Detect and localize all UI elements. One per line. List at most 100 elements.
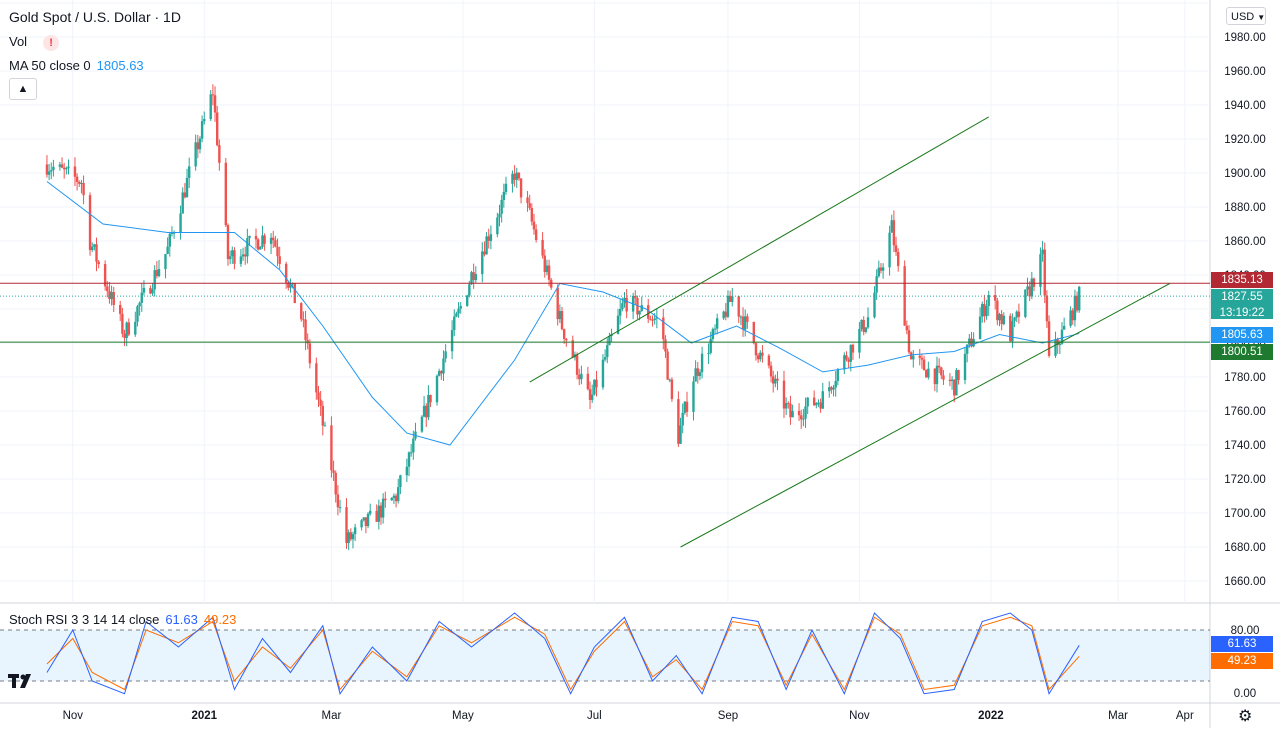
candle-body bbox=[88, 195, 92, 251]
candle-body bbox=[155, 270, 159, 277]
candle-body bbox=[345, 507, 348, 544]
candle-body bbox=[472, 272, 475, 281]
candle-body bbox=[397, 487, 400, 502]
candle-body bbox=[571, 340, 574, 358]
candle-body bbox=[274, 240, 277, 247]
y-tick-label: 1660.00 bbox=[1224, 576, 1266, 588]
candle-body bbox=[722, 311, 725, 319]
candle-body bbox=[134, 321, 137, 335]
candle-body bbox=[244, 254, 247, 257]
candle-body bbox=[405, 466, 409, 476]
y-tick-label: 1960.00 bbox=[1224, 66, 1266, 78]
candle-body bbox=[215, 112, 219, 146]
candle-body bbox=[625, 297, 628, 312]
candle-body bbox=[616, 315, 620, 334]
candle-body bbox=[534, 229, 538, 240]
candle-body bbox=[817, 402, 820, 404]
candle-body bbox=[836, 369, 840, 381]
candle-body bbox=[847, 359, 850, 362]
candle-body bbox=[330, 425, 333, 471]
candle-body bbox=[1002, 315, 1006, 325]
candle-body bbox=[97, 261, 100, 265]
candle-body bbox=[228, 256, 232, 260]
candle-body bbox=[1069, 310, 1072, 326]
candle-body bbox=[575, 354, 579, 375]
candle-body bbox=[741, 316, 745, 330]
stoch-legend[interactable]: Stoch RSI 3 3 14 14 close 61.63 49.23 bbox=[9, 612, 236, 627]
warning-icon[interactable]: ! bbox=[43, 35, 60, 51]
candle-body bbox=[153, 270, 156, 290]
candle-body bbox=[955, 370, 958, 396]
candle-body bbox=[457, 308, 460, 314]
candle-body bbox=[369, 510, 372, 514]
x-tick-label: 2022 bbox=[978, 710, 1004, 722]
candle-body bbox=[608, 335, 611, 346]
candle-body bbox=[606, 345, 609, 358]
candle-body bbox=[603, 357, 607, 360]
candle-body bbox=[1058, 343, 1062, 346]
candle-body bbox=[888, 232, 891, 268]
candle-body bbox=[269, 237, 273, 244]
candle-body bbox=[1017, 311, 1021, 317]
candle-body bbox=[797, 410, 801, 416]
candle-body bbox=[511, 173, 514, 184]
collapse-legend-button[interactable]: ▲ bbox=[9, 78, 37, 100]
ma-label: MA 50 close 0 bbox=[9, 58, 91, 73]
candle-body bbox=[241, 254, 245, 257]
candle-body bbox=[302, 319, 305, 321]
candle-body bbox=[459, 305, 462, 309]
candle-body bbox=[300, 303, 303, 320]
candle-body bbox=[972, 339, 975, 347]
ma-price-tag: 1805.63 bbox=[1211, 327, 1273, 343]
candle-body bbox=[379, 505, 383, 518]
gear-icon[interactable]: ⚙ bbox=[1238, 708, 1253, 725]
candle-body bbox=[121, 313, 124, 334]
candle-body bbox=[498, 213, 501, 218]
candle-body bbox=[560, 310, 564, 330]
candle-body bbox=[517, 172, 521, 179]
candle-body bbox=[1032, 278, 1036, 287]
candle-body bbox=[767, 355, 771, 366]
candle-body bbox=[364, 517, 368, 527]
candle-body bbox=[881, 267, 885, 271]
candle-body bbox=[875, 276, 878, 293]
candle-body bbox=[198, 138, 202, 150]
candle-body bbox=[677, 399, 680, 444]
candle-body bbox=[179, 213, 182, 233]
candle-body bbox=[168, 233, 171, 247]
candle-body bbox=[593, 379, 596, 395]
stoch-k-line bbox=[46, 612, 1080, 695]
tradingview-logo[interactable] bbox=[8, 670, 38, 692]
candle-body bbox=[360, 520, 363, 528]
candle-body bbox=[366, 513, 370, 527]
symbol-title[interactable]: Gold Spot / U.S. Dollar · 1D bbox=[9, 9, 181, 25]
tradingview-logo-icon bbox=[8, 674, 31, 688]
y-tick-label: 1680.00 bbox=[1224, 542, 1266, 554]
candle-body bbox=[336, 494, 340, 508]
candle-body bbox=[62, 167, 66, 170]
currency-select[interactable]: USD ▼ bbox=[1226, 7, 1266, 25]
candle-body bbox=[164, 253, 167, 270]
candle-body bbox=[390, 498, 393, 501]
candle-body bbox=[384, 498, 387, 501]
candle-body bbox=[578, 374, 581, 380]
candle-body bbox=[565, 338, 568, 341]
candle-body bbox=[655, 317, 659, 319]
stoch-d-value: 49.23 bbox=[203, 612, 237, 627]
candle-body bbox=[1062, 325, 1066, 330]
ma-legend[interactable]: MA 50 close 0 1805.63 bbox=[9, 58, 144, 73]
candle-body bbox=[470, 272, 473, 285]
candle-body bbox=[937, 365, 941, 368]
candle-body bbox=[528, 203, 531, 209]
y-tick-label: 1760.00 bbox=[1224, 406, 1266, 418]
candle-body bbox=[427, 394, 430, 418]
candle-body bbox=[50, 170, 53, 172]
candle-body bbox=[1028, 286, 1031, 297]
candle-body bbox=[272, 237, 275, 241]
candle-body bbox=[580, 373, 583, 380]
candle-body bbox=[381, 498, 385, 518]
candle-body bbox=[685, 401, 689, 412]
candle-body bbox=[149, 287, 152, 294]
